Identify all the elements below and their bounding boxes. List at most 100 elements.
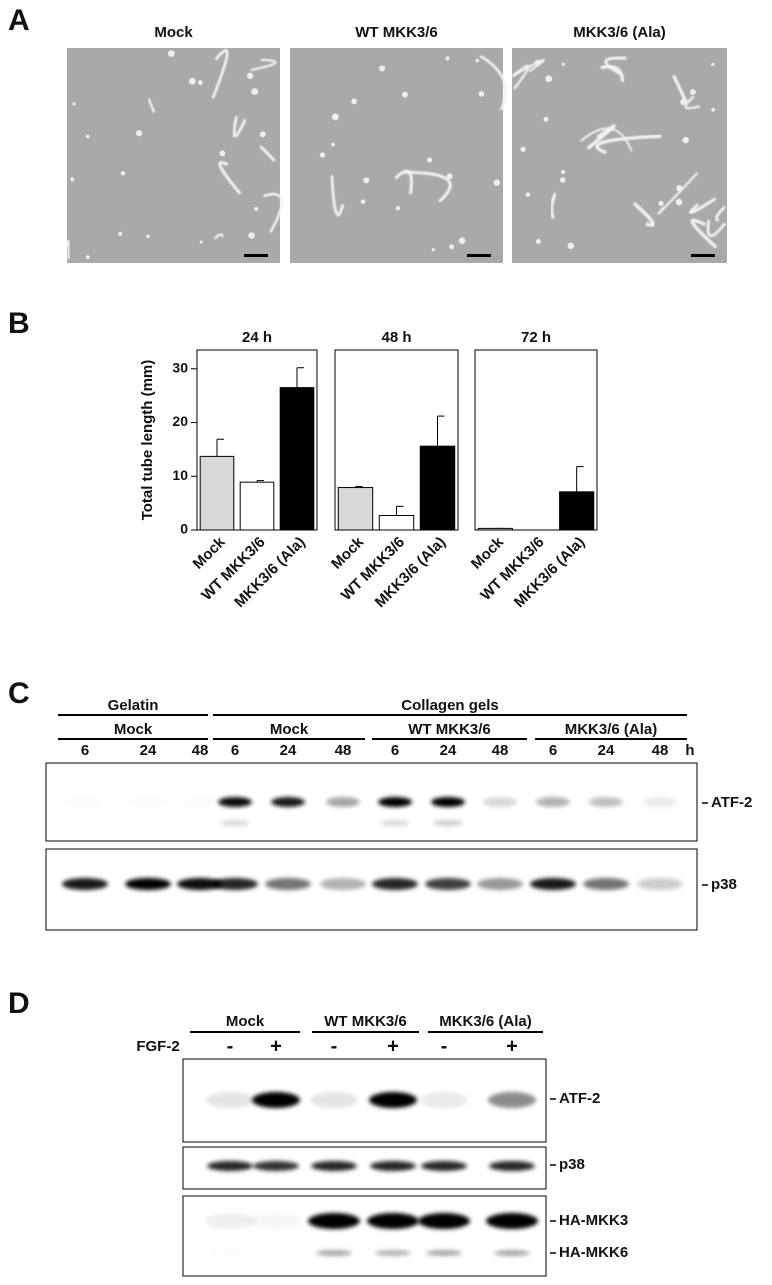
tube <box>232 116 247 138</box>
cell <box>189 77 196 85</box>
band <box>494 1250 530 1256</box>
time-label: 24 <box>440 742 457 759</box>
time-label: 24 <box>280 742 297 759</box>
cell <box>445 56 450 61</box>
group-label: Mock <box>114 721 153 738</box>
group-label: WT MKK3/6 <box>408 721 491 738</box>
tube <box>330 175 345 217</box>
cell <box>680 98 687 106</box>
bar <box>559 491 595 531</box>
scale-bar <box>244 254 268 257</box>
cell <box>254 206 259 212</box>
scale-bar <box>691 254 715 257</box>
tube <box>211 49 229 99</box>
tube <box>690 218 718 249</box>
chart-title: 24 h <box>242 329 272 346</box>
micrograph <box>290 48 507 263</box>
condition-label: + <box>506 1035 518 1057</box>
y-axis-label: Total tube length (mm) <box>139 360 156 521</box>
blot-label: p38 <box>711 876 737 893</box>
band <box>433 820 463 826</box>
panel-label: A <box>8 4 30 37</box>
cell <box>219 150 226 157</box>
panel-label: D <box>8 987 30 1020</box>
tube <box>580 127 633 152</box>
cell <box>319 152 326 158</box>
group-label: MKK3/6 (Ala) <box>565 721 658 738</box>
band <box>308 1213 360 1229</box>
condition-label: + <box>270 1035 282 1057</box>
time-label: 24 <box>598 742 615 759</box>
cell <box>475 58 480 63</box>
tube <box>404 170 452 203</box>
cell <box>259 131 266 138</box>
cell <box>493 179 501 186</box>
cell <box>136 130 143 137</box>
band <box>418 1213 470 1229</box>
band <box>131 797 165 807</box>
band <box>62 878 108 890</box>
tube <box>218 161 242 195</box>
band <box>207 1161 253 1171</box>
tube <box>657 171 699 215</box>
image-title: WT MKK3/6 <box>355 24 438 41</box>
band <box>483 797 517 807</box>
tube <box>600 64 625 82</box>
cell <box>559 177 566 183</box>
band <box>421 1161 467 1171</box>
tube <box>513 58 545 77</box>
image-title: Mock <box>154 24 193 41</box>
micrograph <box>511 48 727 263</box>
band <box>367 1213 419 1229</box>
tube <box>213 232 224 240</box>
time-label: 48 <box>492 742 509 759</box>
unit-label: h <box>685 742 694 759</box>
time-label: 6 <box>81 742 89 759</box>
cell <box>535 238 541 244</box>
band <box>530 878 576 890</box>
cell <box>478 91 485 97</box>
cell <box>395 205 401 211</box>
cell <box>711 62 715 67</box>
group-label: WT MKK3/6 <box>324 1013 407 1030</box>
tube <box>479 54 507 111</box>
band <box>204 1213 256 1229</box>
band <box>477 878 523 890</box>
cell <box>543 116 549 122</box>
band <box>486 1213 538 1229</box>
tube <box>259 144 276 162</box>
group-label: Mock <box>270 721 309 738</box>
cell <box>676 185 683 192</box>
tube <box>250 58 277 72</box>
band <box>212 878 258 890</box>
band <box>372 878 418 890</box>
blot-label: HA-MKK6 <box>559 1244 628 1261</box>
band <box>369 1092 417 1108</box>
tube <box>706 219 727 238</box>
bar <box>419 445 456 531</box>
condition-label: + <box>387 1035 399 1057</box>
cell <box>72 102 76 106</box>
cell <box>120 171 126 176</box>
cell <box>146 234 150 239</box>
time-label: 6 <box>391 742 399 759</box>
cell <box>360 199 366 205</box>
tube <box>632 201 655 227</box>
band <box>271 797 305 807</box>
cell <box>331 113 339 121</box>
chart-title: 48 h <box>381 329 411 346</box>
bar <box>199 455 235 531</box>
band <box>316 1250 352 1256</box>
blot-label: p38 <box>559 1156 585 1173</box>
band <box>488 1092 536 1108</box>
blot-label: ATF-2 <box>559 1090 600 1107</box>
band <box>380 820 410 826</box>
band <box>431 797 465 807</box>
time-label: 48 <box>192 742 209 759</box>
band <box>426 1250 462 1256</box>
cell <box>520 146 526 152</box>
cell <box>682 136 689 144</box>
group-label: MKK3/6 (Ala) <box>439 1013 532 1030</box>
time-label: 6 <box>549 742 557 759</box>
cell <box>247 72 254 79</box>
